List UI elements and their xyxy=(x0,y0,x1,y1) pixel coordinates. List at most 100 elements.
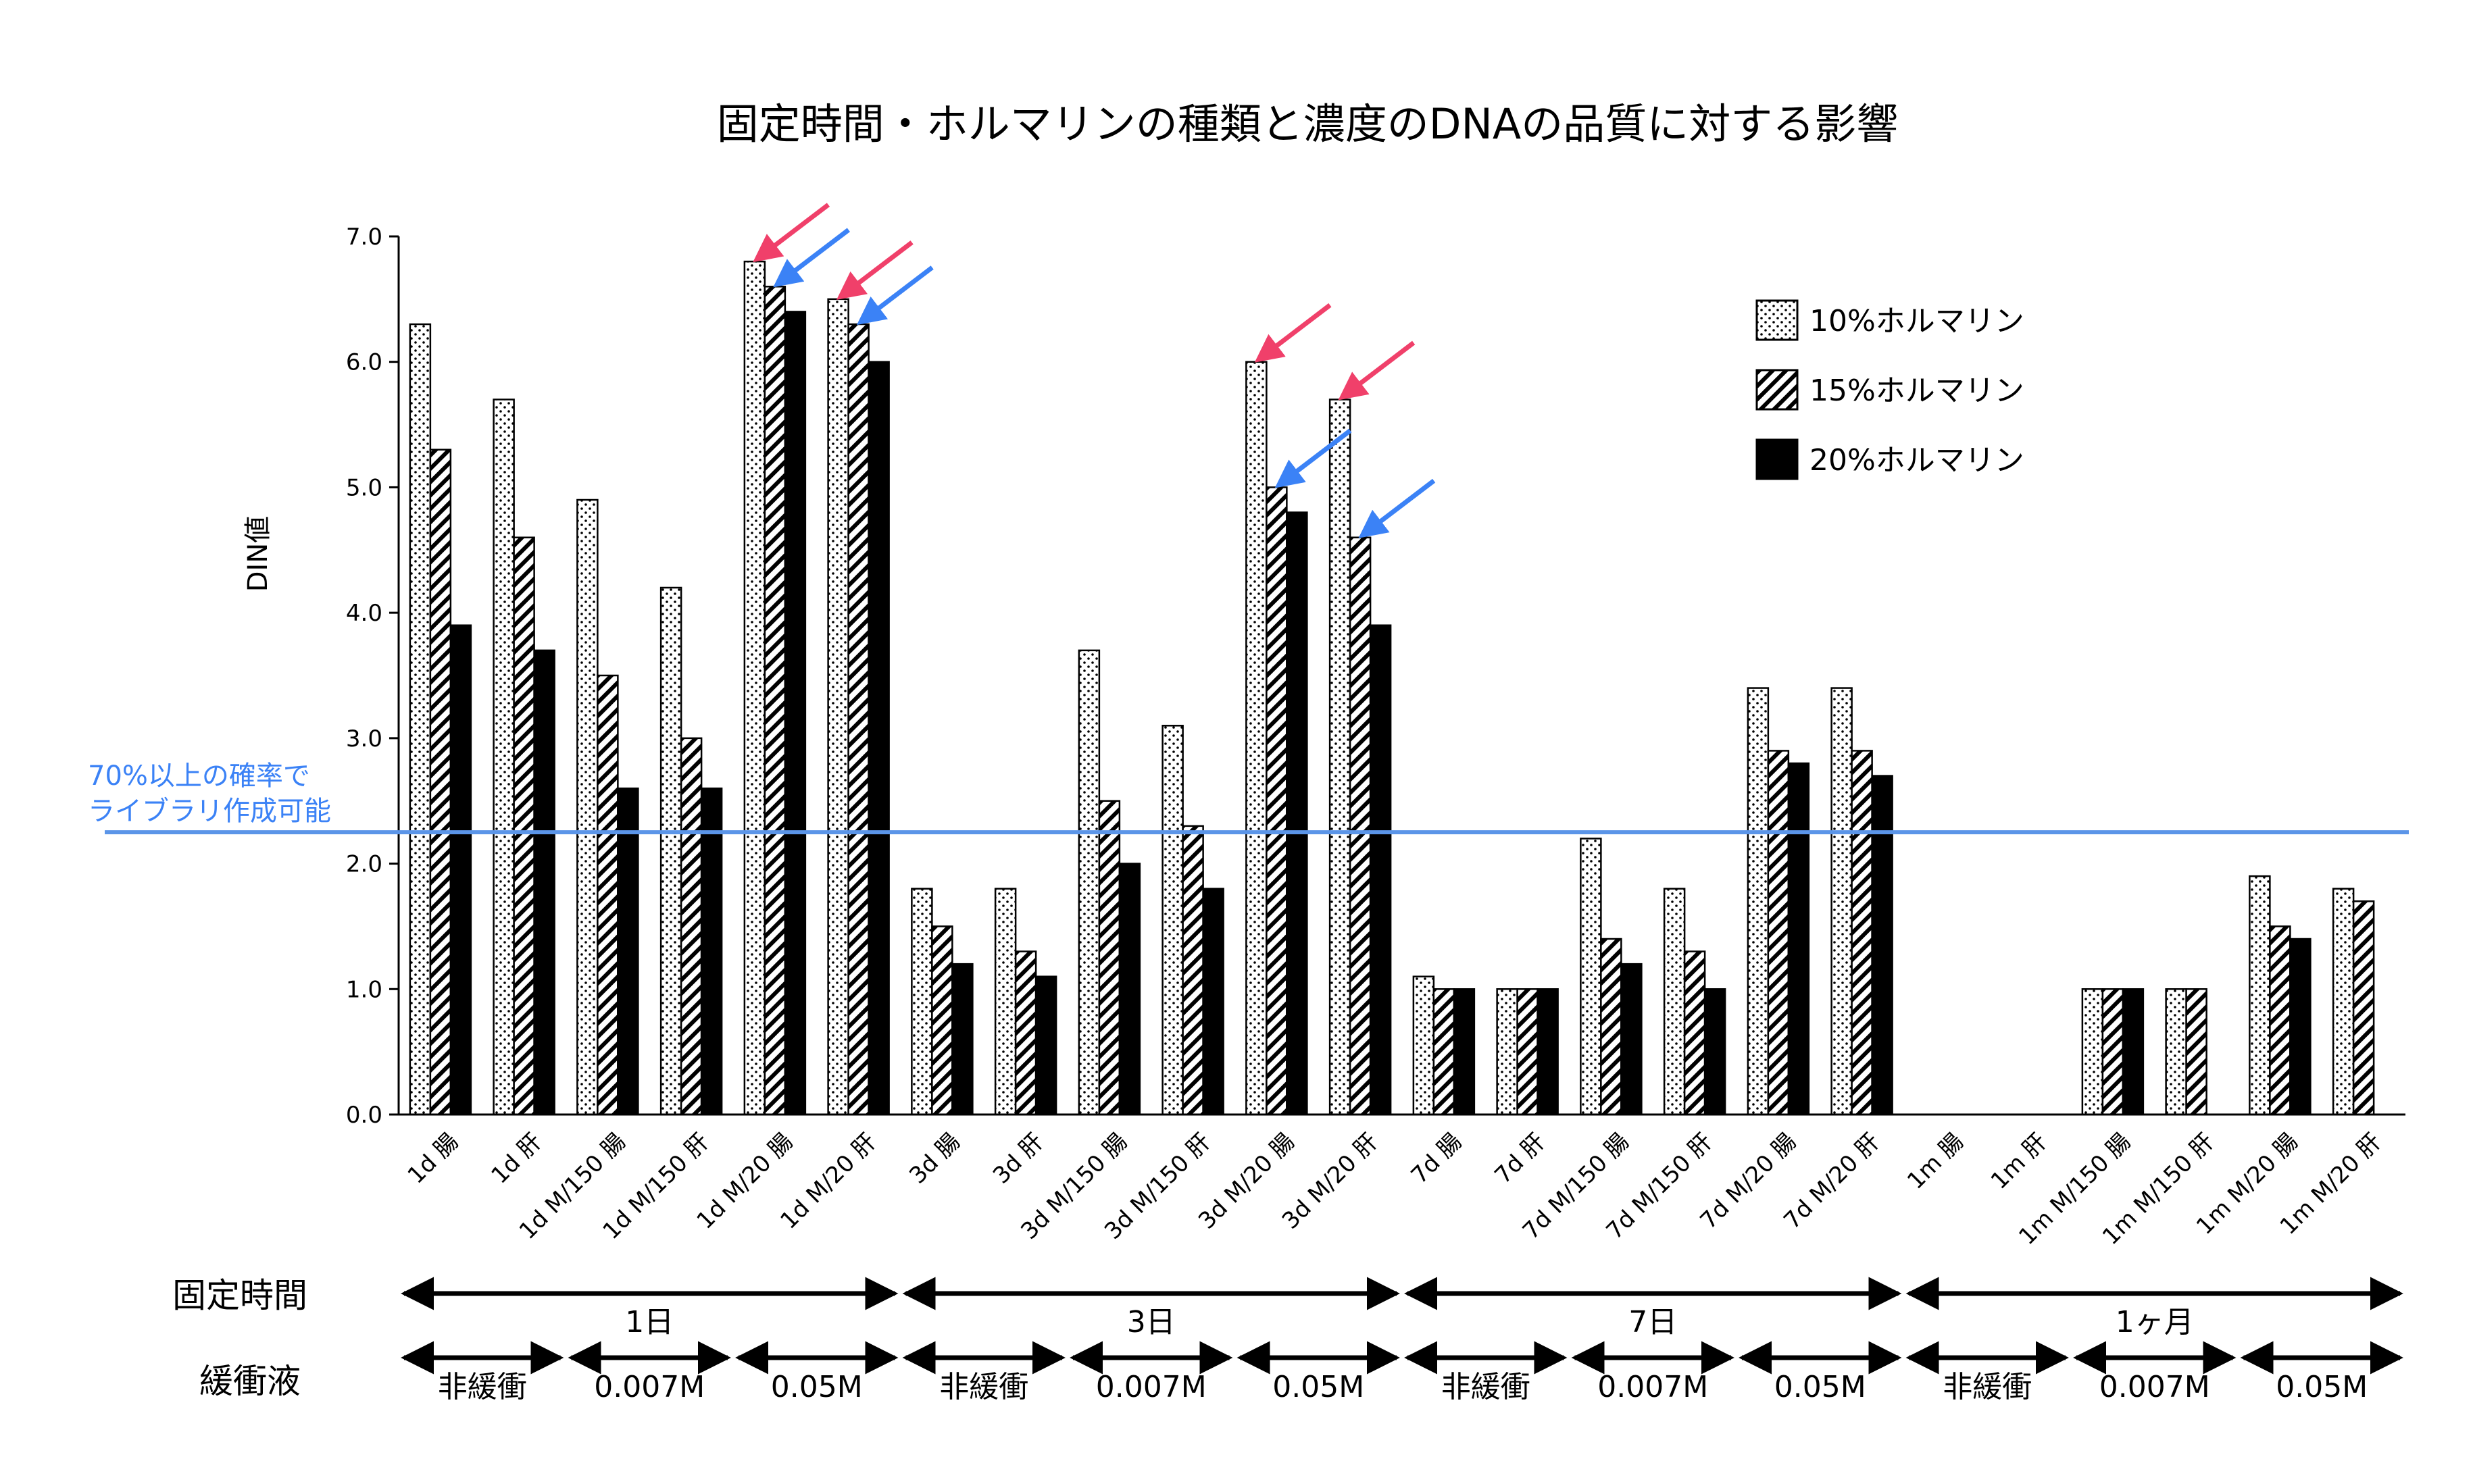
legend-label-15: 15%ホルマリン xyxy=(1809,374,2024,408)
buffer-segment-label: 0.05M xyxy=(1774,1370,1866,1404)
bar xyxy=(1767,750,1790,1116)
bar xyxy=(617,787,639,1116)
bar xyxy=(1683,950,1706,1116)
buffer-segment-label: 0.05M xyxy=(2276,1370,2368,1404)
buffer-segment-label: 0.007M xyxy=(594,1370,705,1404)
bar xyxy=(1830,687,1853,1116)
bar xyxy=(659,586,682,1116)
x-category-label: 1m 腸 xyxy=(1902,1128,1969,1195)
bar xyxy=(1034,975,1057,1116)
bar xyxy=(1078,649,1101,1116)
bar xyxy=(911,888,933,1116)
bar xyxy=(1432,988,1455,1116)
buffer-row: 非緩衝 0.007M 0.05M 非緩衝 0.007M 0.05M 非緩衝 0.007M 0.0… xyxy=(401,1341,2403,1404)
y-tick-label: 7.0 xyxy=(346,224,382,251)
legend-swatch-20 xyxy=(1755,438,1799,480)
annotation-arrows xyxy=(753,203,1436,538)
blue-arrow xyxy=(1274,428,1352,488)
pink-arrow xyxy=(753,203,830,263)
chart-title: 固定時間・ホルマリンの種類と濃度のDNAの品質に対する影響 xyxy=(717,99,1899,149)
bar xyxy=(1412,975,1435,1116)
bar xyxy=(2249,875,2271,1116)
bar xyxy=(1266,486,1288,1116)
bar xyxy=(1161,725,1184,1116)
blue-arrow xyxy=(856,265,934,326)
bar xyxy=(2165,988,2187,1116)
bar xyxy=(429,449,452,1116)
bar xyxy=(784,311,807,1116)
legend-swatch-10 xyxy=(1755,299,1799,341)
bar xyxy=(597,674,619,1116)
y-tick-label: 1.0 xyxy=(346,976,382,1003)
pink-arrow xyxy=(1254,303,1332,363)
bar xyxy=(827,298,849,1116)
threshold-label-line1: 70%以上の確率で xyxy=(88,761,310,792)
buffer-segment-label: 0.007M xyxy=(1096,1370,1207,1404)
blue-arrow xyxy=(1358,478,1436,538)
bar xyxy=(2122,988,2145,1116)
bar xyxy=(2101,988,2124,1116)
x-axis-category-labels: 1d 腸 1d 肝1d M/150 腸1d M/150 肝1d M/20 腸1d … xyxy=(403,1128,2387,1250)
buffer-segment-label: 0.007M xyxy=(2099,1370,2210,1404)
bar xyxy=(1516,988,1539,1116)
bar xyxy=(1580,838,1602,1116)
bar xyxy=(1600,938,1622,1116)
buffer-segment-label: 非緩衝 xyxy=(1441,1370,1530,1404)
bar xyxy=(1014,950,1037,1116)
bar xyxy=(1620,963,1643,1116)
y-tick-label: 2.0 xyxy=(346,851,382,878)
bar xyxy=(1369,624,1392,1116)
bar xyxy=(743,260,766,1116)
bar xyxy=(700,787,723,1116)
bars-group xyxy=(409,260,2375,1116)
bar xyxy=(1098,800,1121,1116)
y-tick-label: 0.0 xyxy=(346,1102,382,1129)
buffer-segment-label: 0.007M xyxy=(1597,1370,1708,1404)
bar xyxy=(2289,938,2312,1116)
y-axis-ticks: 0.0 1.0 2.0 3.0 4.0 5.0 6.0 7.0 xyxy=(346,224,399,1129)
bar xyxy=(1328,399,1351,1116)
threshold-group: 70%以上の確率で ライブラリ作成可能 xyxy=(88,761,2409,835)
bar xyxy=(1118,863,1141,1116)
bar xyxy=(1871,775,1893,1116)
fixation-time-row: 1日 3日 7日 1ヶ月 xyxy=(401,1277,2403,1339)
bar xyxy=(951,963,974,1116)
legend-label-10: 10%ホルマリン xyxy=(1809,304,2024,338)
x-category-label: 1d 肝 xyxy=(486,1128,547,1189)
bar xyxy=(764,286,786,1116)
pink-arrow xyxy=(1338,340,1416,401)
x-category-label: 1d 腸 xyxy=(403,1128,464,1189)
legend: 10%ホルマリン 15%ホルマリン 20%ホルマリン xyxy=(1755,299,2024,480)
fixation-segment-label: 1日 xyxy=(625,1305,674,1339)
bar xyxy=(680,737,703,1116)
y-tick-label: 4.0 xyxy=(346,600,382,627)
bar xyxy=(2185,988,2207,1116)
fixation-segment-label: 3日 xyxy=(1127,1305,1176,1339)
fixation-time-label: 固定時間 xyxy=(172,1276,307,1315)
y-tick-label: 6.0 xyxy=(346,349,382,376)
bar xyxy=(1286,511,1308,1116)
fixation-segment-label: 1ヶ月 xyxy=(2116,1305,2194,1339)
buffer-label: 緩衝液 xyxy=(199,1362,301,1401)
bar xyxy=(1787,762,1810,1116)
y-tick-label: 5.0 xyxy=(346,474,382,501)
y-tick-label: 3.0 xyxy=(346,725,382,752)
bar xyxy=(2332,888,2355,1116)
buffer-segment-label: 0.05M xyxy=(771,1370,863,1404)
buffer-segment-label: 非緩衝 xyxy=(438,1370,527,1404)
x-category-label: 7d 腸 xyxy=(1406,1128,1468,1189)
buffer-segment-label: 非緩衝 xyxy=(1943,1370,2032,1404)
bar xyxy=(1851,750,1873,1116)
bar xyxy=(994,888,1017,1116)
x-category-label: 3d 肝 xyxy=(988,1128,1049,1189)
pink-arrow xyxy=(836,240,914,300)
bar xyxy=(2081,988,2104,1116)
bar xyxy=(449,624,472,1116)
x-category-label: 7d 肝 xyxy=(1489,1128,1551,1189)
bar xyxy=(2352,900,2375,1116)
bar xyxy=(1703,988,1726,1116)
bar xyxy=(2269,925,2291,1116)
bar xyxy=(1453,988,1476,1116)
bar xyxy=(1349,536,1372,1116)
